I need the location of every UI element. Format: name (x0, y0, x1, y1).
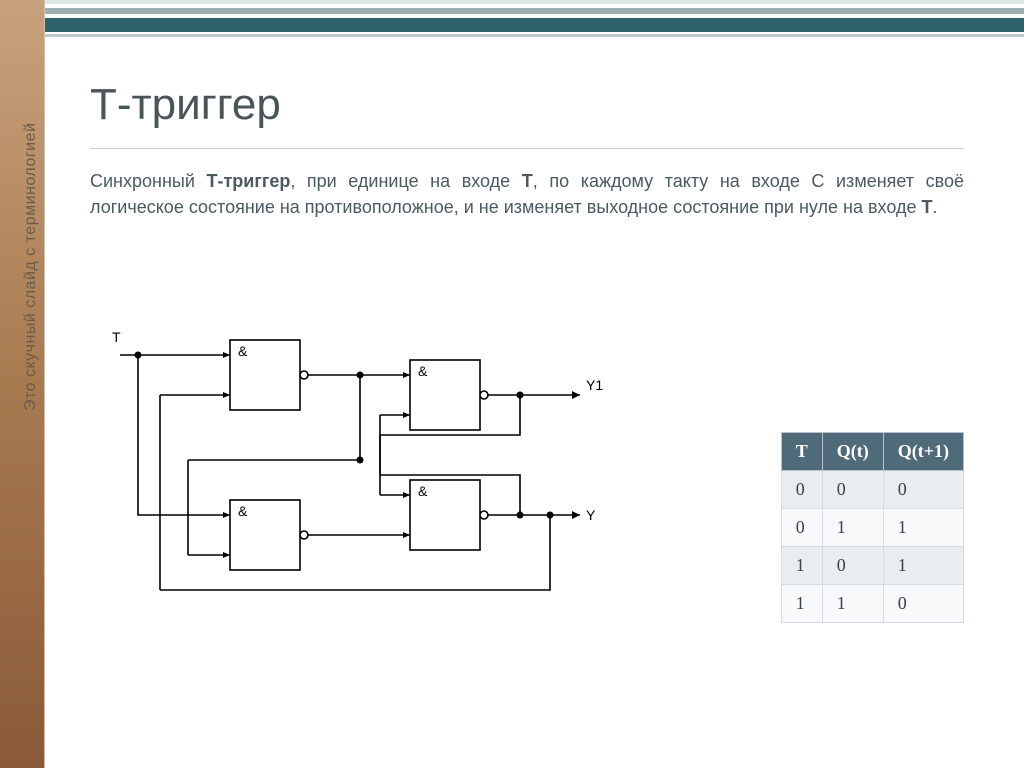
cell: 0 (883, 471, 963, 509)
page-title: Т-триггер (90, 80, 281, 130)
stripe-3 (0, 18, 1024, 32)
truth-table-header-row: T Q(t) Q(t+1) (781, 433, 963, 471)
gate-symbol-1: & (238, 343, 248, 359)
th-Qt: Q(t) (822, 433, 883, 471)
stripe-1 (0, 0, 1024, 4)
cell: 1 (822, 585, 883, 623)
cell: 1 (781, 585, 822, 623)
desc-bold-3: Т (522, 171, 533, 191)
desc-part-6: . (932, 197, 937, 217)
stripe-2 (0, 8, 1024, 14)
cell: 1 (883, 547, 963, 585)
cell: 1 (781, 547, 822, 585)
desc-part-0: Синхронный (90, 171, 206, 191)
output-label-y: Y (586, 507, 596, 523)
description-paragraph: Синхронный Т-триггер, при единице на вхо… (90, 168, 964, 220)
stripe-4 (0, 34, 1024, 37)
desc-bold-5: Т (921, 197, 932, 217)
input-label-t: T (112, 329, 121, 345)
th-T: T (781, 433, 822, 471)
desc-bold-1: Т-триггер (206, 171, 290, 191)
desc-part-2: , при единице на входе (290, 171, 521, 191)
cell: 0 (822, 471, 883, 509)
cell: 1 (822, 509, 883, 547)
truth-table: T Q(t) Q(t+1) 0 0 0 0 1 1 1 0 1 1 1 0 (781, 432, 964, 623)
gate-symbol-3: & (418, 363, 428, 379)
cell: 0 (883, 585, 963, 623)
sidebar-caption: Это скучный слайд с терминологией (22, 123, 40, 411)
output-label-y1: Y1 (586, 377, 603, 393)
table-row: 1 0 1 (781, 547, 963, 585)
cell: 0 (781, 471, 822, 509)
gate-symbol-2: & (238, 503, 248, 519)
gate-symbol-4: & (418, 483, 428, 499)
cell: 0 (822, 547, 883, 585)
top-decor-stripes (0, 0, 1024, 40)
table-row: 0 1 1 (781, 509, 963, 547)
circuit-diagram: & & & & T (100, 320, 620, 610)
th-Qt1: Q(t+1) (883, 433, 963, 471)
cell: 0 (781, 509, 822, 547)
table-row: 1 1 0 (781, 585, 963, 623)
table-row: 0 0 0 (781, 471, 963, 509)
cell: 1 (883, 509, 963, 547)
title-underline (90, 148, 964, 149)
